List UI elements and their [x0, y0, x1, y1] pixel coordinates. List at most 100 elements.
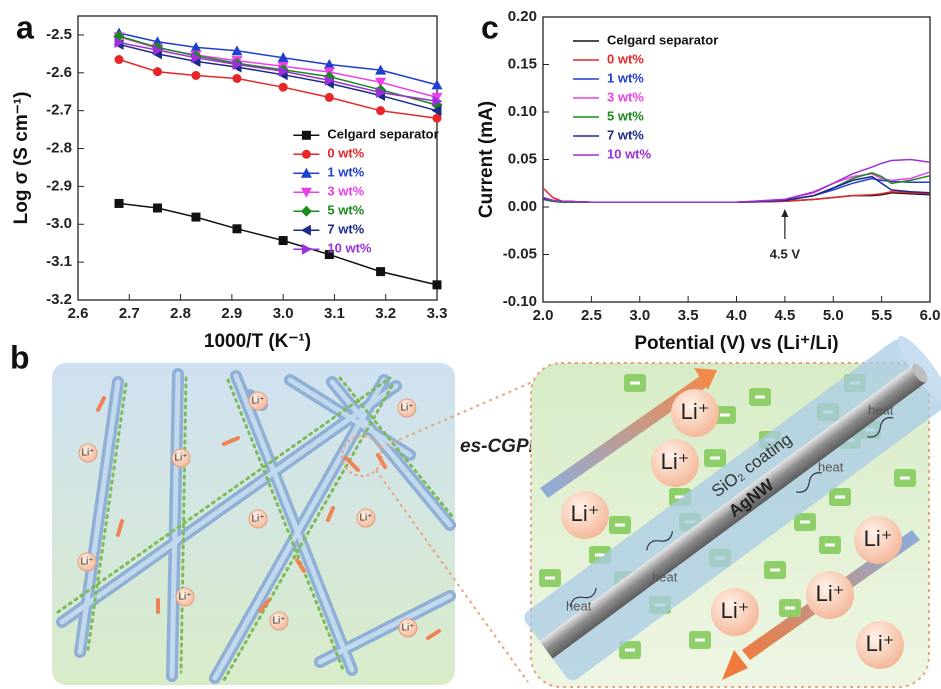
series-line [118, 202, 438, 286]
y-tick-label: 0.15 [508, 55, 537, 72]
charge-sign [755, 395, 765, 399]
charge-sign [625, 648, 635, 652]
charge-sign [695, 638, 705, 642]
ion [854, 516, 902, 564]
heat-label: heat [818, 459, 844, 474]
y-tick-label: 0.20 [508, 8, 537, 25]
marker [300, 167, 312, 178]
x-tick-label: 2.8 [170, 305, 191, 322]
x-tick-label: 2.9 [221, 305, 242, 322]
marker [431, 92, 443, 103]
series-line [542, 177, 930, 204]
illustration-title: es-CGPEs [460, 436, 552, 457]
x-tick-label: 2.5 [581, 307, 602, 324]
legend-label: 10 wt% [327, 241, 372, 256]
ion [806, 571, 854, 619]
annotation: 4.5 V [770, 246, 801, 261]
marker [301, 149, 311, 159]
x-tick-label: 5.5 [871, 307, 892, 324]
marker [191, 52, 202, 64]
marker [191, 70, 201, 80]
legend-label: Celgard separator [607, 32, 718, 47]
x-tick-label: 2.7 [119, 305, 140, 322]
ions: Li⁺ Li⁺ Li⁺ Li⁺ Li⁺ Li⁺ Li⁺ Li⁺ Li⁺ Li⁺ [77, 391, 418, 638]
marker [300, 224, 311, 236]
heat-label: heat [868, 402, 894, 417]
y-tick-label: -2.5 [46, 26, 72, 43]
ion [269, 611, 289, 631]
ion-label: Li⁺ [359, 513, 372, 524]
marker [278, 82, 288, 92]
marker [232, 224, 242, 234]
panel-label: a [16, 9, 34, 45]
marker [114, 198, 124, 208]
series-line [542, 187, 931, 204]
y-tick-label: 0.10 [508, 103, 537, 120]
ion [397, 398, 417, 418]
marker [323, 58, 335, 69]
marker [324, 250, 334, 260]
ions: Li⁺ Li⁺ Li⁺ Li⁺ Li⁺ Li⁺ Li⁺ [561, 389, 904, 669]
plot-frame [542, 16, 931, 303]
legend-label: 7 wt% [327, 222, 364, 237]
legend-label: 10 wt% [607, 146, 652, 161]
charge-sign [900, 476, 910, 480]
marker [432, 95, 443, 107]
marker [278, 65, 289, 77]
marker [152, 203, 162, 213]
x-tick-label: 3.0 [629, 307, 650, 324]
x-axis-title: 1000/T (K⁻¹) [204, 331, 311, 352]
ion-label: Li⁺ [721, 598, 750, 623]
marker [232, 58, 243, 70]
x-tick-label: 6.0 [920, 307, 941, 324]
charge-sign [800, 520, 810, 524]
ion-label: Li⁺ [401, 623, 414, 634]
charge-sign [825, 543, 835, 547]
x-tick-label: 3.1 [324, 305, 345, 322]
y-tick-label: -2.9 [46, 177, 72, 194]
ion-label: Li⁺ [571, 501, 600, 526]
legend-label: 0 wt% [607, 51, 644, 66]
plot-frame [77, 15, 438, 301]
marker [114, 55, 124, 65]
ion-label: Li⁺ [661, 449, 690, 474]
series-line [118, 58, 438, 119]
marker [190, 41, 202, 52]
series-line [118, 41, 438, 102]
ion-label: Li⁺ [178, 592, 191, 603]
marker [431, 79, 443, 90]
ion [175, 587, 195, 607]
ion-label: Li⁺ [816, 581, 845, 606]
marker [301, 130, 311, 140]
legend-label: 7 wt% [607, 127, 644, 142]
marker [432, 280, 442, 290]
y-tick-label: -0.05 [503, 245, 537, 262]
legend-label: 3 wt% [607, 89, 644, 104]
ion-label: Li⁺ [251, 396, 264, 407]
charge-sign [545, 576, 555, 580]
marker [277, 52, 289, 63]
marker [232, 73, 242, 83]
ion [856, 621, 904, 669]
marker [300, 205, 312, 217]
x-tick-label: 4.5 [774, 307, 795, 324]
marker [152, 44, 163, 56]
zoom-line [375, 469, 529, 683]
y-tick-label: 0.05 [508, 150, 537, 167]
marker [324, 92, 334, 102]
y-tick-label: -3.0 [46, 215, 72, 232]
charge-sign [770, 568, 780, 572]
marker [376, 86, 387, 98]
marker [375, 77, 387, 88]
ion [78, 443, 98, 463]
ion-label: Li⁺ [864, 526, 893, 551]
x-tick-label: 2.0 [533, 307, 554, 324]
y-tick-label: -2.8 [46, 140, 72, 157]
charge-sign [720, 413, 730, 417]
x-tick-label: 2.6 [68, 305, 89, 322]
marker [431, 105, 442, 117]
series-line [542, 175, 931, 204]
charge-sign [785, 606, 795, 610]
x-tick-label: 3.3 [427, 305, 448, 322]
y-axis-title: Current (mA) [476, 101, 497, 218]
